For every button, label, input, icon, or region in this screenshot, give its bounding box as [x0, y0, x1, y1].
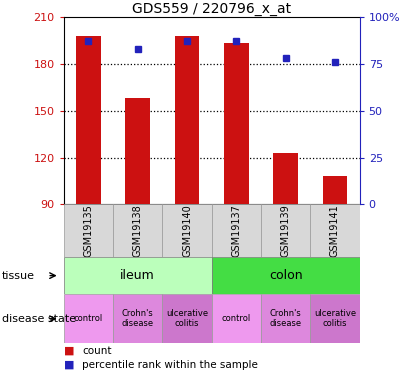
Bar — [162, 204, 212, 257]
Bar — [162, 294, 212, 343]
Text: ■: ■ — [64, 360, 74, 369]
Text: disease state: disease state — [2, 314, 76, 324]
Bar — [64, 257, 212, 294]
Text: control: control — [222, 314, 251, 323]
Text: ulcerative
colitis: ulcerative colitis — [314, 309, 356, 328]
Bar — [261, 204, 310, 257]
Text: GSM19135: GSM19135 — [83, 204, 93, 257]
Bar — [212, 294, 261, 343]
Bar — [64, 204, 113, 257]
Bar — [76, 36, 101, 204]
Bar — [64, 294, 113, 343]
Text: Crohn's
disease: Crohn's disease — [122, 309, 154, 328]
Bar — [125, 98, 150, 204]
Text: count: count — [82, 346, 112, 355]
Text: ulcerative
colitis: ulcerative colitis — [166, 309, 208, 328]
Text: GSM19139: GSM19139 — [281, 204, 291, 257]
Bar — [273, 153, 298, 204]
Text: Crohn's
disease: Crohn's disease — [270, 309, 302, 328]
Bar — [310, 204, 360, 257]
Text: ■: ■ — [64, 346, 74, 355]
Title: GDS559 / 220796_x_at: GDS559 / 220796_x_at — [132, 2, 291, 16]
Bar — [212, 204, 261, 257]
Bar — [175, 36, 199, 204]
Text: tissue: tissue — [2, 271, 35, 280]
Bar — [310, 294, 360, 343]
Text: GSM19138: GSM19138 — [133, 204, 143, 257]
Bar — [212, 257, 360, 294]
Text: percentile rank within the sample: percentile rank within the sample — [82, 360, 258, 369]
Bar — [323, 176, 347, 204]
Text: GSM19140: GSM19140 — [182, 204, 192, 257]
Text: GSM19141: GSM19141 — [330, 204, 340, 257]
Bar — [224, 44, 249, 204]
Text: ileum: ileum — [120, 269, 155, 282]
Bar — [113, 204, 162, 257]
Text: GSM19137: GSM19137 — [231, 204, 241, 257]
Bar — [261, 294, 310, 343]
Text: control: control — [74, 314, 103, 323]
Text: colon: colon — [269, 269, 302, 282]
Bar — [113, 294, 162, 343]
